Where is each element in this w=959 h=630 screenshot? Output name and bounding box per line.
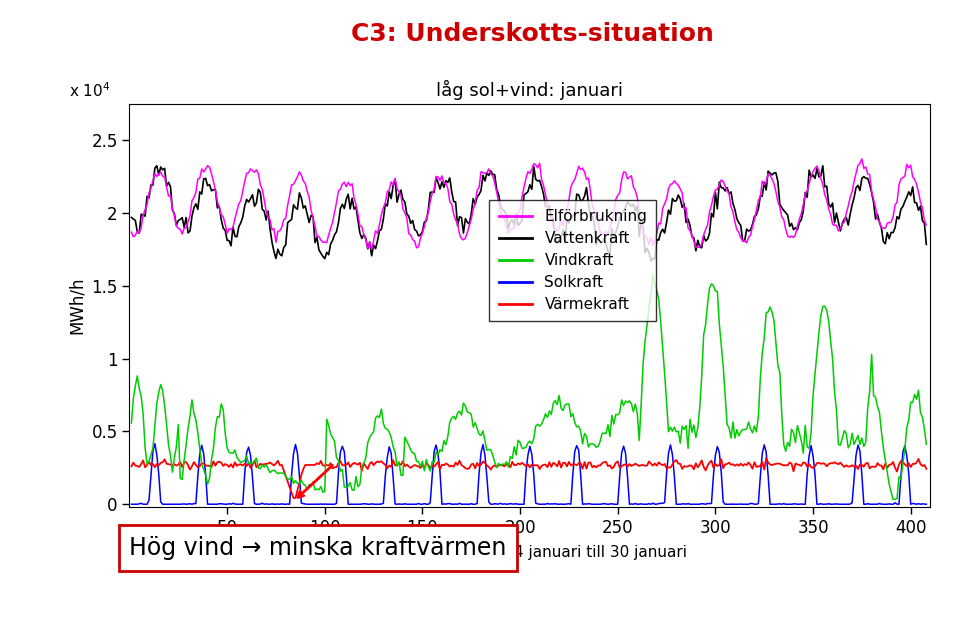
Text: x 10$^4$: x 10$^4$ <box>69 81 111 100</box>
Text: Hög vind → minska kraftvärmen: Hög vind → minska kraftvärmen <box>129 536 507 560</box>
Legend: Elförbrukning, Vattenkraft, Vindkraft, Solkraft, Värmekraft: Elförbrukning, Vattenkraft, Vindkraft, S… <box>489 200 657 321</box>
Text: VETENSKAP: VETENSKAP <box>44 54 80 59</box>
Text: OCH KONST: OCH KONST <box>43 61 81 66</box>
Text: C3: Underskotts-situation: C3: Underskotts-situation <box>351 22 713 46</box>
Y-axis label: MWh/h: MWh/h <box>68 277 85 335</box>
Title: låg sol+vind: januari: låg sol+vind: januari <box>436 79 623 100</box>
Text: KTH: KTH <box>48 36 76 49</box>
X-axis label: Förbrukning från 14 januari till 30 januari: Förbrukning från 14 januari till 30 janu… <box>372 542 688 559</box>
